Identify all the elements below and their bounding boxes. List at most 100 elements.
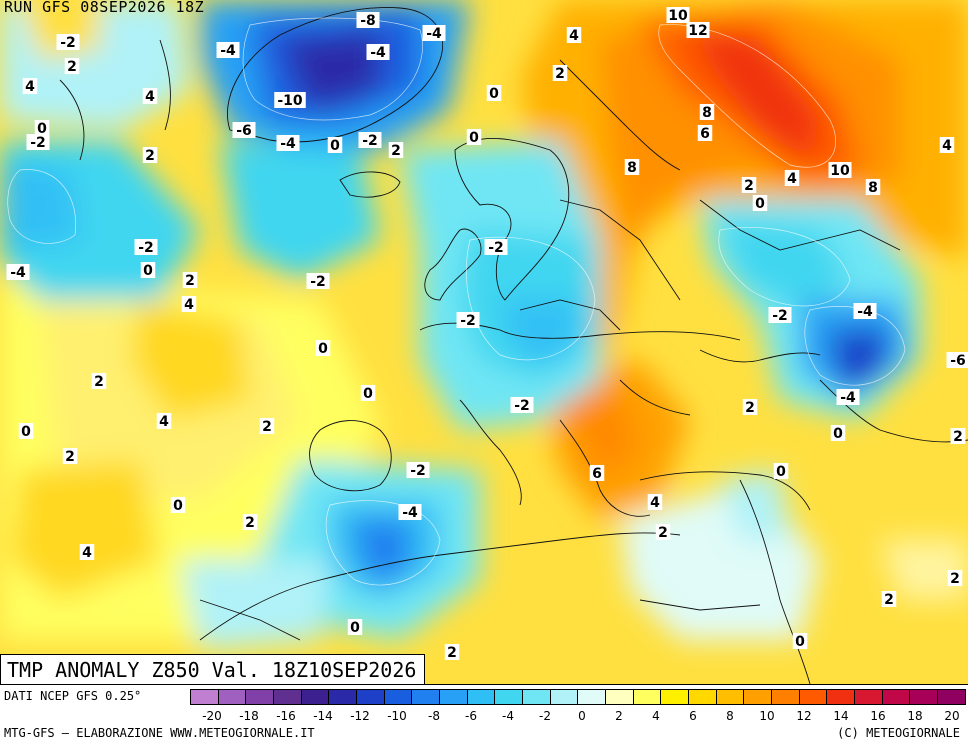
contour-label-text: 4 (159, 414, 169, 430)
contour-label-text: 6 (592, 466, 602, 482)
contour-label: 2 (92, 373, 107, 390)
contour-label: 0 (487, 85, 502, 102)
scale-tick-label: 18 (907, 709, 922, 723)
contour-label-text: 2 (67, 59, 77, 75)
contour-label-text: -4 (857, 304, 873, 320)
contour-label: 2 (445, 644, 460, 661)
contour-label-text: 2 (245, 515, 255, 531)
contour-label-text: 4 (787, 171, 797, 187)
scale-tick-label: -16 (276, 709, 296, 723)
scale-tick-label: -18 (239, 709, 259, 723)
scale-tick-label: 14 (833, 709, 848, 723)
scale-swatch (219, 690, 247, 704)
contour-label: 4 (23, 78, 38, 95)
scale-tick-label: -8 (428, 709, 440, 723)
scale-swatch (468, 690, 496, 704)
contour-label: -4 (837, 389, 860, 406)
scale-tick-label: 12 (796, 709, 811, 723)
contour-label: -2 (485, 239, 508, 256)
scale-swatch (246, 690, 274, 704)
contour-label: 8 (866, 179, 881, 196)
contour-label: 0 (361, 385, 376, 402)
contour-label-text: 12 (688, 23, 707, 39)
contour-label-text: 0 (489, 86, 499, 102)
contour-label-text: 0 (350, 620, 360, 636)
contour-label-text: 8 (702, 105, 712, 121)
contour-label-text: 0 (755, 196, 765, 212)
contour-label: -2 (135, 239, 158, 256)
scale-swatch (938, 690, 965, 704)
contour-label-text: -4 (426, 26, 442, 42)
footer: DATI NCEP GFS 0.25° -20-18-16-14-12-10-8… (0, 684, 968, 746)
contour-label-text: -6 (236, 123, 252, 139)
contour-label-text: -6 (950, 353, 966, 369)
contour-label: -4 (277, 135, 300, 152)
contour-label-text: 0 (833, 426, 843, 442)
scale-swatch (274, 690, 302, 704)
contour-label-text: 2 (94, 374, 104, 390)
credit-right: (C) METEOGIORNALE (837, 726, 960, 740)
scale-swatch (717, 690, 745, 704)
scale-tick-label: -12 (350, 709, 370, 723)
contour-label-text: -2 (514, 398, 530, 414)
contour-label-text: -4 (10, 265, 26, 281)
contour-label: -2 (307, 273, 330, 290)
scale-tick-label: 8 (726, 709, 734, 723)
contour-label: 4 (143, 88, 158, 105)
contour-label-text: 4 (942, 138, 952, 154)
scale-tick-label: 2 (615, 709, 623, 723)
contour-label: 4 (940, 137, 955, 154)
contour-label: 6 (590, 465, 605, 482)
contour-label-text: 2 (447, 645, 457, 661)
contour-label: -2 (511, 397, 534, 414)
scale-tick-label: 16 (870, 709, 885, 723)
scale-swatch (329, 690, 357, 704)
scale-swatch (910, 690, 938, 704)
contour-label-text: 2 (950, 571, 960, 587)
contour-label-text: 2 (884, 592, 894, 608)
contour-label: -6 (947, 352, 968, 369)
contour-label: 4 (157, 413, 172, 430)
contour-label: 8 (700, 104, 715, 121)
contour-label: -2 (359, 132, 382, 149)
scale-tick-label: 20 (944, 709, 959, 723)
contour-label: 0 (793, 633, 808, 650)
contour-label: 2 (656, 524, 671, 541)
contour-label-text: 4 (82, 545, 92, 561)
contour-label: 6 (698, 125, 713, 142)
contour-label-text: 2 (185, 273, 195, 289)
contour-label-text: 4 (184, 297, 194, 313)
contour-label-text: -10 (277, 93, 303, 109)
map-canvas: -22440-22-4-8-4-4-10-6-40-22002410128681… (0, 0, 968, 684)
contour-label: 2 (948, 570, 963, 587)
contour-label: -8 (357, 12, 380, 29)
scale-swatch (634, 690, 662, 704)
scale-swatch (883, 690, 911, 704)
contour-label: 4 (785, 170, 800, 187)
scale-swatch (827, 690, 855, 704)
data-source-label: DATI NCEP GFS 0.25° (4, 689, 141, 703)
scale-tick-label: -14 (313, 709, 333, 723)
contour-label-text: 2 (555, 66, 565, 82)
contour-label-text: 2 (391, 143, 401, 159)
contour-label-text: 0 (776, 464, 786, 480)
color-scale-bar (190, 689, 966, 705)
contour-label: -4 (367, 44, 390, 61)
scale-swatch (551, 690, 579, 704)
contour-label-text: 4 (25, 79, 35, 95)
scale-tick-label: -2 (539, 709, 551, 723)
contour-label: -4 (399, 504, 422, 521)
contour-label-text: -2 (362, 133, 378, 149)
contour-label: -2 (57, 34, 80, 51)
contour-label-text: -8 (360, 13, 376, 29)
contour-label: -2 (407, 462, 430, 479)
contour-label-text: 4 (650, 495, 660, 511)
contour-label: 4 (567, 27, 582, 44)
contour-label: -4 (217, 42, 240, 59)
contour-label-text: 2 (658, 525, 668, 541)
contour-label: 0 (753, 195, 768, 212)
contour-label-text: 0 (173, 498, 183, 514)
scale-tick-label: -10 (387, 709, 407, 723)
